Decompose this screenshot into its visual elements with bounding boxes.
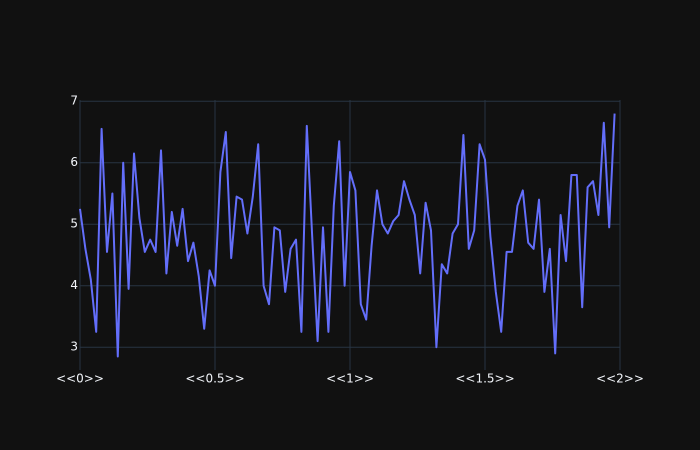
x-tick-label: <<0>> (56, 372, 104, 386)
y-tick-label: 7 (70, 94, 78, 108)
y-tick-label: 5 (70, 217, 78, 231)
data-line (79, 113, 616, 358)
y-tick-label: 3 (70, 340, 78, 354)
x-tick-label: <<1.5>> (455, 372, 514, 386)
x-tick-label: <<2>> (596, 372, 644, 386)
y-tick-label: 6 (70, 155, 78, 169)
x-tick-label: <<0.5>> (185, 372, 244, 386)
x-tick-label: <<1>> (326, 372, 374, 386)
y-tick-label: 4 (70, 278, 78, 292)
